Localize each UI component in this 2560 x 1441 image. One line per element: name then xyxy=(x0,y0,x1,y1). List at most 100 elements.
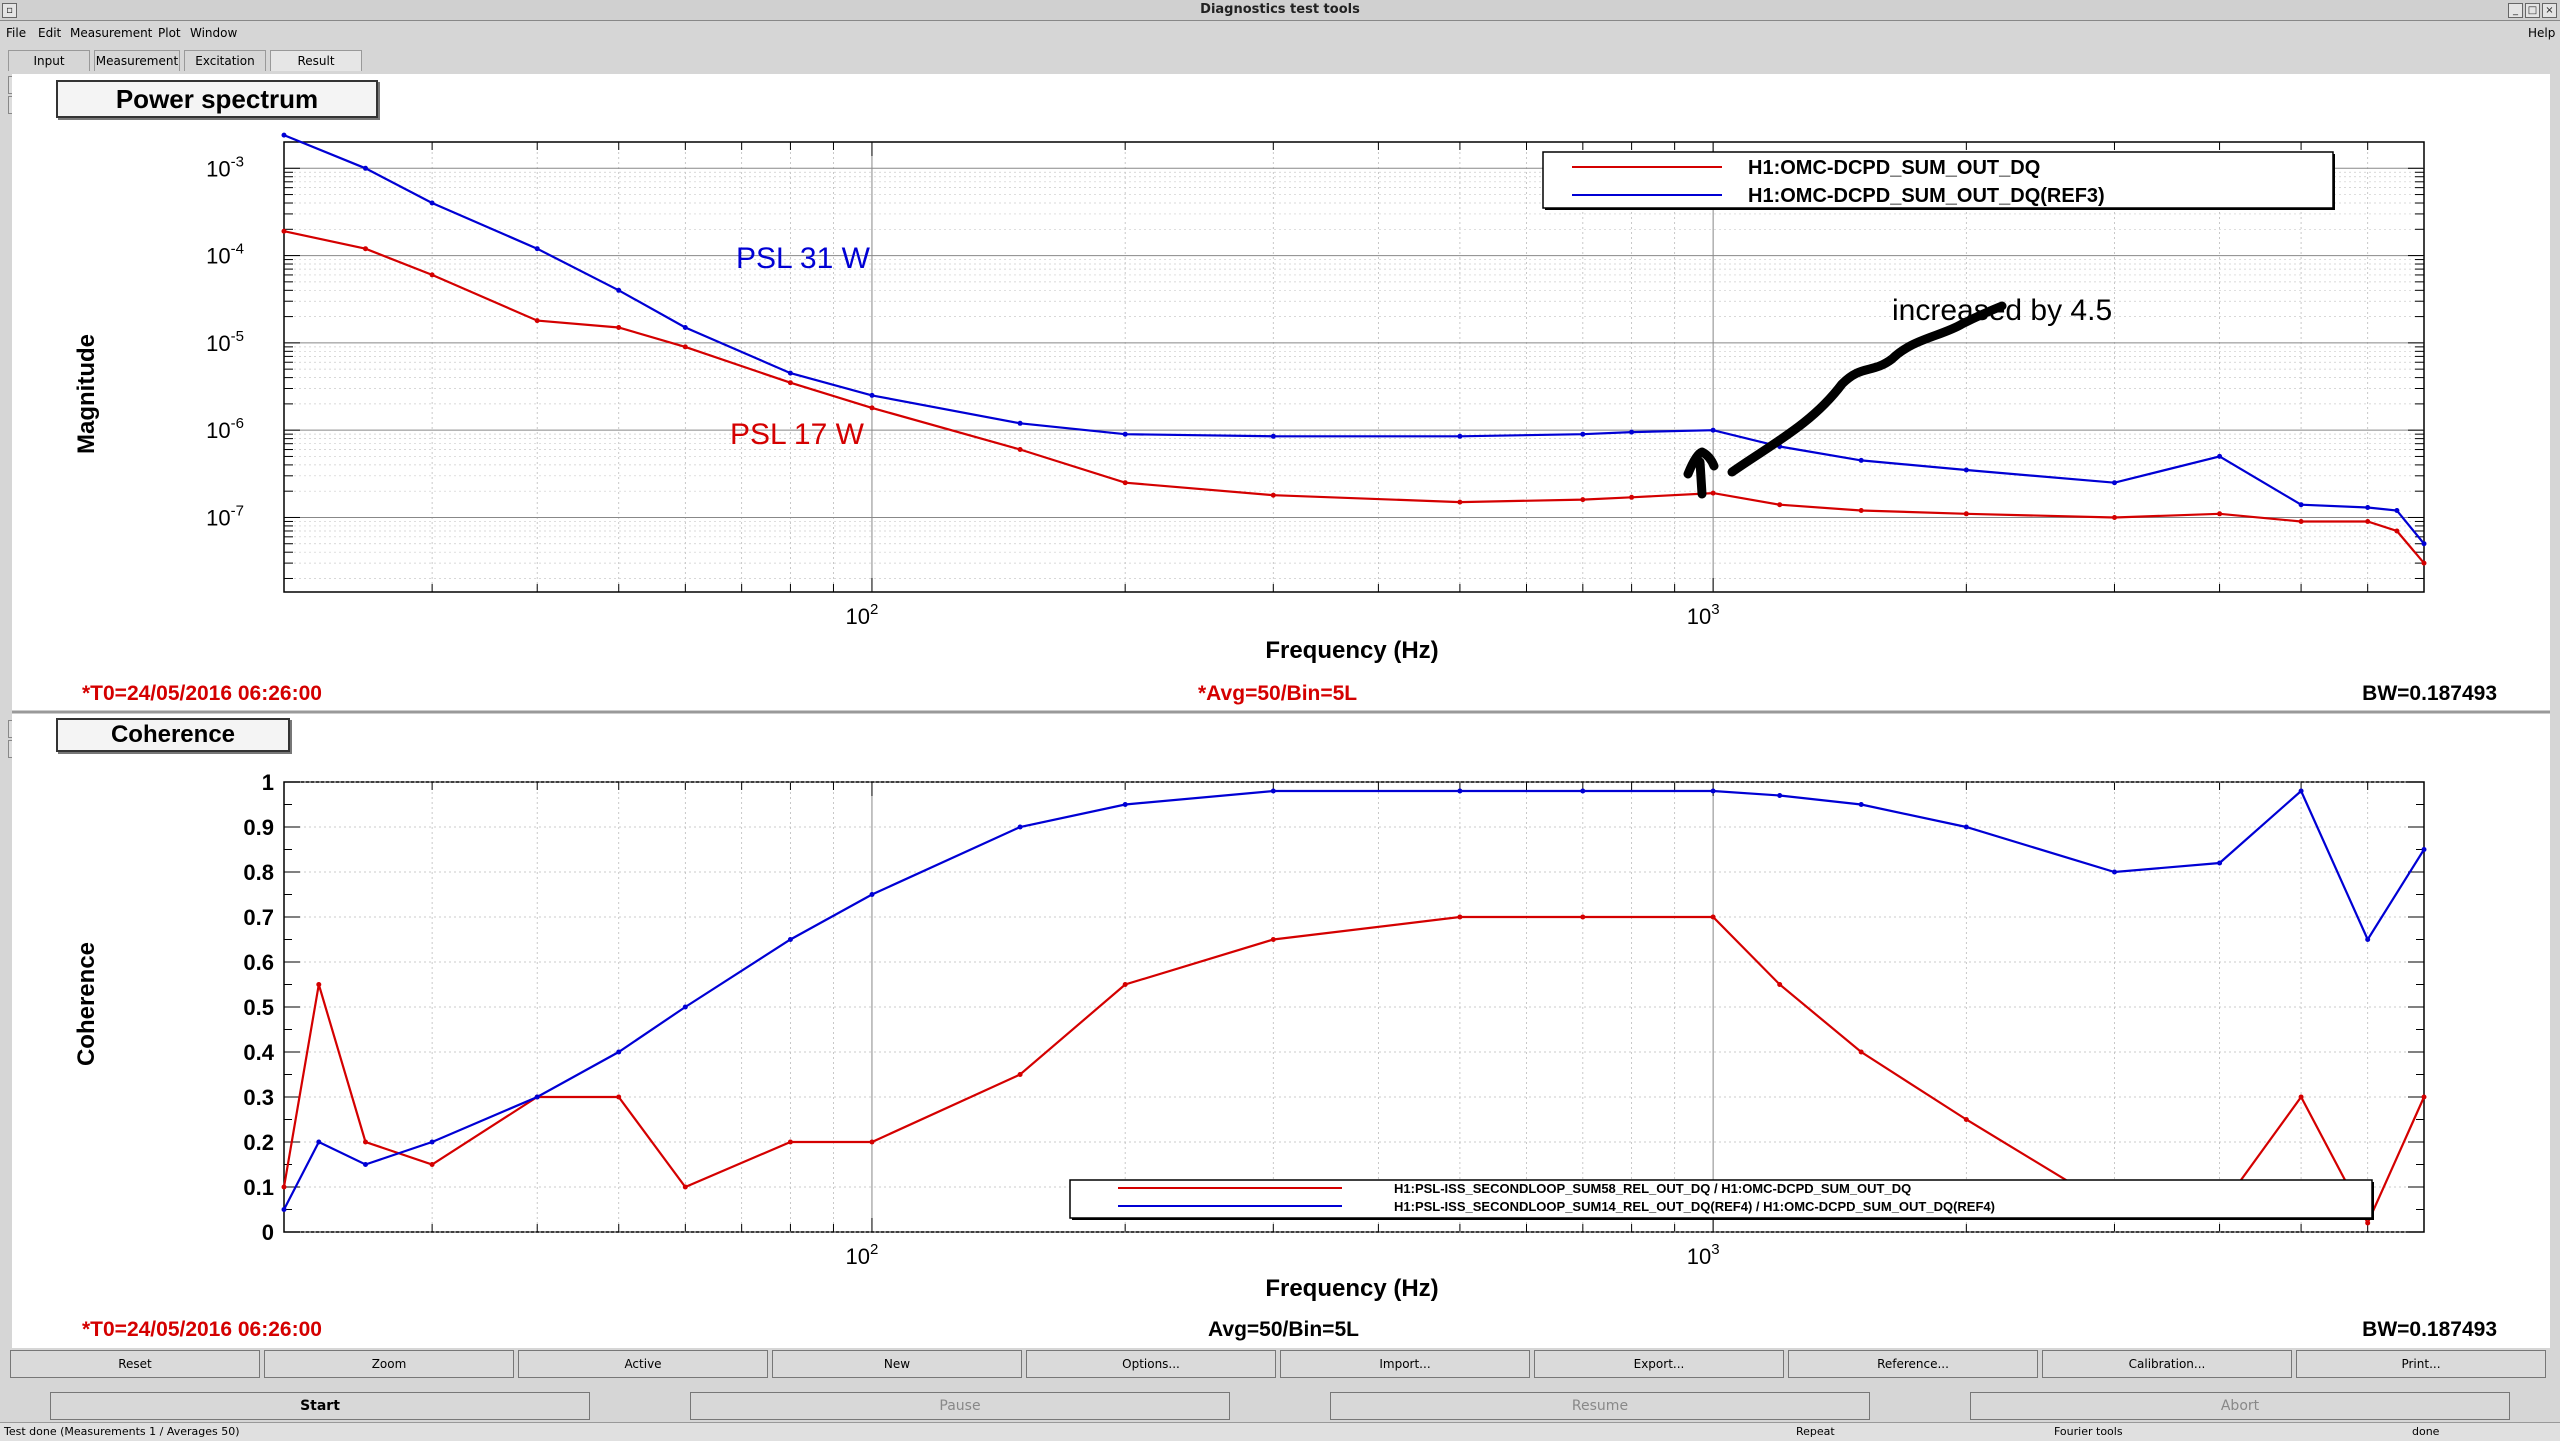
data-point xyxy=(363,1139,368,1145)
data-point xyxy=(363,1162,368,1167)
coherence-title[interactable]: Coherence xyxy=(56,718,290,752)
resume-button[interactable]: Resume xyxy=(1330,1392,1870,1420)
data-point xyxy=(1629,429,1635,435)
reference-button[interactable]: Reference... xyxy=(1788,1350,2038,1378)
data-point xyxy=(1858,1049,1864,1055)
x-tick-label: 102 xyxy=(846,1241,879,1269)
data-point xyxy=(1017,420,1023,426)
minimize-icon[interactable]: _ xyxy=(2508,3,2523,18)
tab-result[interactable]: Result xyxy=(270,50,362,71)
tab-input[interactable]: Input xyxy=(8,50,90,71)
reset-button[interactable]: Reset xyxy=(10,1350,260,1378)
abort-button[interactable]: Abort xyxy=(1970,1392,2510,1420)
calibration-button[interactable]: Calibration... xyxy=(2042,1350,2292,1378)
menu-measurement[interactable]: Measurement xyxy=(70,26,153,40)
new-button[interactable]: New xyxy=(772,1350,1022,1378)
power-spectrum-title[interactable]: Power spectrum xyxy=(56,80,378,118)
data-point xyxy=(869,392,875,398)
data-point xyxy=(1710,490,1716,496)
data-point xyxy=(2217,860,2223,866)
data-point xyxy=(1017,824,1023,830)
status-message: Test done (Measurements 1 / Averages 50) xyxy=(4,1425,240,1438)
data-point xyxy=(429,200,435,206)
y-tick-label: 10-4 xyxy=(206,241,244,269)
data-point xyxy=(2365,519,2371,524)
data-point xyxy=(1858,802,1864,807)
data-point xyxy=(1580,788,1586,794)
data-point xyxy=(1122,982,1128,987)
tab-measurement[interactable]: Measurement xyxy=(94,50,180,71)
data-point xyxy=(1017,1072,1023,1077)
coherence-plot[interactable]: 0 0.1 0.2 0.3 0.4 0.5 0.6 0.7 0.8 0.9 1 102 103 Cohe… xyxy=(73,770,2497,1341)
data-point xyxy=(2298,788,2304,794)
data-point xyxy=(363,165,368,171)
maximize-icon[interactable]: □ xyxy=(2525,3,2540,18)
y-tick-label: 0.6 xyxy=(243,950,274,975)
window-title: Diagnostics test tools xyxy=(1200,2,1360,17)
y-tick-exponent: -7 xyxy=(231,502,244,519)
data-point xyxy=(2298,519,2304,524)
active-button[interactable]: Active xyxy=(518,1350,768,1378)
import-button[interactable]: Import... xyxy=(1280,1350,1530,1378)
close-icon[interactable]: × xyxy=(2542,3,2557,18)
data-point xyxy=(869,892,875,897)
data-point xyxy=(787,370,793,376)
menu-plot[interactable]: Plot xyxy=(158,26,181,40)
data-point xyxy=(1963,824,1969,830)
tab-bar: Input Measurement Excitation Result xyxy=(0,47,2560,73)
tab-excitation[interactable]: Excitation xyxy=(184,50,266,71)
data-point xyxy=(2112,515,2117,520)
data-point xyxy=(2365,1220,2371,1226)
data-point xyxy=(2394,508,2400,513)
data-point xyxy=(1858,457,1864,463)
data-point xyxy=(534,246,540,252)
data-point xyxy=(869,1139,875,1145)
menu-window[interactable]: Window xyxy=(190,26,238,40)
data-point xyxy=(1963,1117,1969,1122)
print-button[interactable]: Print... xyxy=(2296,1350,2546,1378)
data-point xyxy=(281,1207,287,1212)
data-point xyxy=(1777,502,1783,508)
status-bar: Test done (Measurements 1 / Averages 50)… xyxy=(0,1422,2560,1441)
menu-help[interactable]: Help xyxy=(2528,26,2556,40)
y-tick-exponent: -3 xyxy=(231,153,244,170)
data-point xyxy=(1270,937,1276,942)
data-point xyxy=(2365,505,2371,510)
data-point xyxy=(1777,793,1783,798)
plot-area: 10-7 10-6 10-5 10-4 10-3 102 103 Magnitude Fre… xyxy=(12,74,2550,1348)
menu-edit[interactable]: Edit xyxy=(38,26,62,40)
y-tick-label: 10-5 xyxy=(206,328,244,356)
export-button[interactable]: Export... xyxy=(1534,1350,1784,1378)
annotation-psl17: PSL 17 W xyxy=(730,418,865,451)
bottom-bw-label: BW=0.187493 xyxy=(2362,1318,2497,1341)
options-button[interactable]: Options... xyxy=(1026,1350,1276,1378)
data-point xyxy=(2421,1094,2427,1100)
data-point xyxy=(281,132,287,138)
data-point xyxy=(534,1094,540,1100)
y-tick-label: 10-6 xyxy=(206,415,244,443)
start-button[interactable]: Start xyxy=(50,1392,590,1420)
data-point xyxy=(534,318,540,324)
data-point xyxy=(1122,431,1128,437)
x-tick-label: 103 xyxy=(1687,601,1720,629)
data-point xyxy=(281,228,287,234)
y-tick-label: 0.5 xyxy=(243,995,274,1020)
data-point xyxy=(1270,433,1276,439)
window-menu-icon[interactable]: ▫ xyxy=(2,3,17,18)
power-spectrum-plot[interactable]: 10-7 10-6 10-5 10-4 10-3 102 103 Magnitude Fre… xyxy=(73,132,2497,705)
pause-button[interactable]: Pause xyxy=(690,1392,1230,1420)
data-point xyxy=(2298,1094,2304,1100)
zoom-button[interactable]: Zoom xyxy=(264,1350,514,1378)
data-point xyxy=(616,1049,622,1055)
data-point xyxy=(787,937,793,942)
data-point xyxy=(1270,788,1276,794)
data-point xyxy=(682,1184,688,1190)
data-point xyxy=(1710,788,1716,794)
data-point xyxy=(787,1139,793,1145)
menu-file[interactable]: File xyxy=(6,26,27,40)
power-spectrum-xlabel: Frequency (Hz) xyxy=(1265,637,1438,664)
data-point xyxy=(1629,494,1635,500)
data-point xyxy=(1580,497,1586,503)
x-tick-label: 102 xyxy=(846,601,879,629)
